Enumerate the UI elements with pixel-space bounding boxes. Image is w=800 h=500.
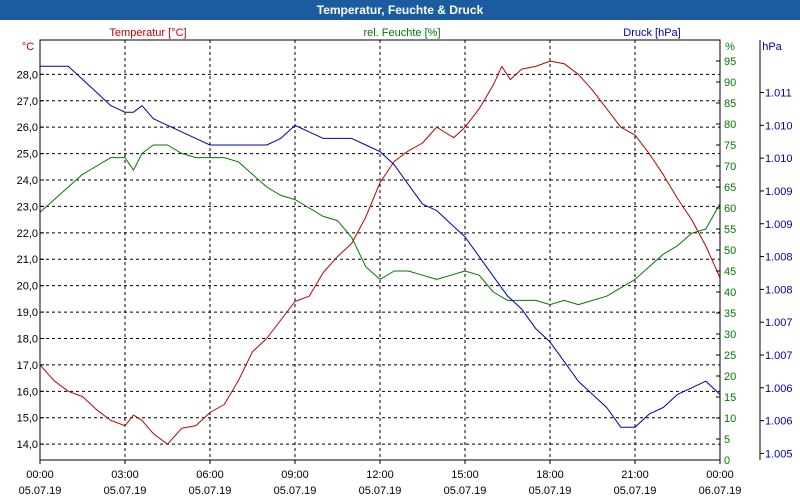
temperature-tick-label: 21,0 (17, 254, 38, 266)
pressure-tick-label: 1.008 (765, 252, 793, 264)
humidity-tick-label: 0 (724, 455, 730, 467)
pressure-axis-ticks: 1.005 1.006 1.006 1.007 1.007 1.008 1.008 1.009… (760, 88, 793, 460)
temperature-unit-label: °C (22, 41, 34, 53)
time-axis-ticks: 00:00 05.07.19 03:00 05.07.19 06:00 05.07.19 0… (19, 460, 742, 497)
temperature-tick-label: 20,0 (17, 281, 38, 293)
temperature-tick-label: 15,0 (17, 413, 38, 425)
time-tick-label: 18:00 (536, 469, 564, 481)
time-tick-label: 15:00 (451, 469, 479, 481)
date-tick-label: 05.07.19 (104, 485, 147, 497)
date-tick-label: 05.07.19 (359, 485, 402, 497)
pressure-legend: Druck [hPa] (623, 27, 680, 39)
temperature-tick-label: 24,0 (17, 175, 38, 187)
humidity-tick-label: 35 (724, 308, 736, 320)
date-tick-label: 05.07.19 (189, 485, 232, 497)
pressure-tick-label: 1.006 (765, 416, 793, 428)
date-tick-label: 05.07.19 (444, 485, 487, 497)
temperature-tick-label: 19,0 (17, 307, 38, 319)
humidity-unit-label: % (725, 41, 735, 53)
humidity-tick-label: 60 (724, 203, 736, 215)
temperature-tick-label: 28,0 (17, 69, 38, 81)
humidity-tick-label: 5 (724, 434, 730, 446)
series-layer (39, 60, 721, 445)
temperature-tick-label: 27,0 (17, 96, 38, 108)
temperature-tick-label: 14,0 (17, 439, 38, 451)
date-tick-label: 05.07.19 (19, 485, 62, 497)
time-tick-label: 00:00 (706, 469, 734, 481)
date-tick-label: 05.07.19 (274, 485, 317, 497)
pressure-tick-label: 1.006 (765, 383, 793, 395)
date-tick-label: 05.07.19 (614, 485, 657, 497)
temperature-tick-label: 23,0 (17, 201, 38, 213)
humidity-tick-label: 90 (724, 77, 736, 89)
pressure-tick-label: 1.010 (765, 120, 793, 132)
series-line-temperature (39, 60, 721, 445)
time-tick-label: 09:00 (281, 469, 309, 481)
temperature-tick-label: 25,0 (17, 149, 38, 161)
time-tick-label: 06:00 (196, 469, 224, 481)
humidity-tick-label: 10 (724, 413, 736, 425)
humidity-tick-label: 70 (724, 161, 736, 173)
temperature-tick-label: 26,0 (17, 122, 38, 134)
pressure-tick-label: 1.005 (765, 448, 793, 460)
chart-title: Temperatur, Feuchte & Druck (0, 0, 800, 20)
pressure-tick-label: 1.010 (765, 153, 793, 165)
grid-lines (40, 40, 720, 460)
humidity-axis-ticks: 0 5 10 15 20 25 30 35 40 45 50 55 60 65 70 75 80 85 90 95 (716, 56, 736, 467)
pressure-unit-label: hPa (762, 41, 782, 53)
humidity-tick-label: 25 (724, 350, 736, 362)
pressure-tick-label: 1.009 (765, 186, 793, 198)
pressure-tick-label: 1.009 (765, 219, 793, 231)
pressure-tick-label: 1.008 (765, 284, 793, 296)
temperature-legend: Temperatur [°C] (109, 27, 186, 39)
temperature-tick-label: 16,0 (17, 386, 38, 398)
time-tick-label: 12:00 (366, 469, 394, 481)
humidity-legend: rel. Feuchte [%] (363, 27, 440, 39)
humidity-tick-label: 55 (724, 224, 736, 236)
humidity-tick-label: 50 (724, 245, 736, 257)
pressure-tick-label: 1.007 (765, 350, 793, 362)
time-tick-label: 03:00 (111, 469, 139, 481)
temperature-tick-label: 22,0 (17, 228, 38, 240)
time-tick-label: 00:00 (26, 469, 54, 481)
pressure-tick-label: 1.011 (765, 88, 792, 100)
time-tick-label: 21:00 (621, 469, 649, 481)
humidity-tick-label: 15 (724, 392, 736, 404)
pressure-tick-label: 1.007 (765, 317, 793, 329)
humidity-tick-label: 30 (724, 329, 736, 341)
temperature-tick-label: 18,0 (17, 333, 38, 345)
series-line-pressure (40, 65, 721, 428)
humidity-tick-label: 75 (724, 140, 736, 152)
humidity-tick-label: 65 (724, 182, 736, 194)
humidity-tick-label: 45 (724, 266, 736, 278)
humidity-tick-label: 85 (724, 98, 736, 110)
humidity-tick-label: 95 (724, 56, 736, 68)
humidity-tick-label: 20 (724, 371, 736, 383)
temperature-axis-ticks: 14,0 15,0 16,0 17,0 18,0 19,0 20,0 21,0 22,0 23,0… (17, 69, 44, 451)
date-tick-label: 05.07.19 (529, 485, 572, 497)
humidity-tick-label: 40 (724, 287, 736, 299)
date-tick-label: 06.07.19 (699, 485, 742, 497)
temperature-tick-label: 17,0 (17, 360, 38, 372)
series-line-humidity (39, 144, 721, 306)
humidity-tick-label: 80 (724, 119, 736, 131)
